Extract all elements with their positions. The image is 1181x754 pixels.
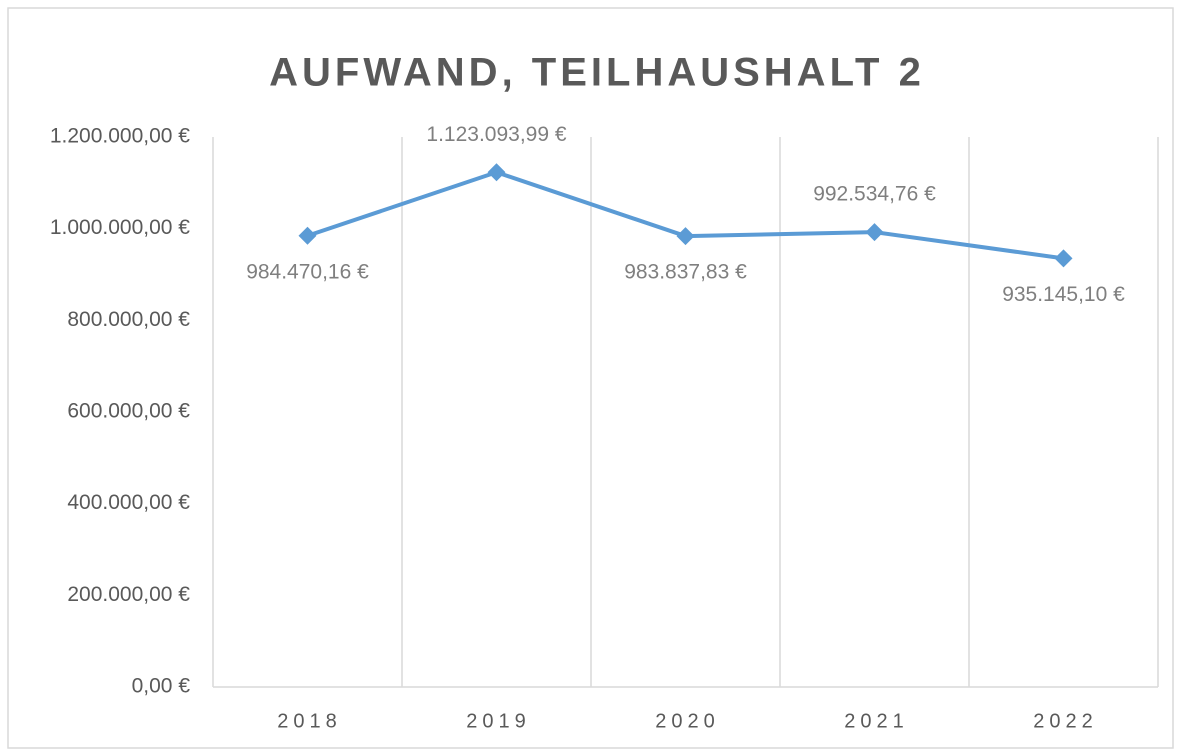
marker — [676, 227, 695, 246]
y-tick-label: 400.000,00 € — [67, 491, 190, 514]
marker — [865, 223, 884, 242]
x-tick-label: 2021 — [844, 710, 909, 732]
chart-title: AUFWAND, TEILHAUSHALT 2 — [269, 51, 925, 95]
data-label: 935.145,10 € — [1002, 283, 1125, 306]
y-tick-label: 1.000.000,00 € — [50, 216, 190, 239]
data-label: 992.534,76 € — [813, 183, 936, 206]
data-label: 983.837,83 € — [624, 261, 747, 284]
marker — [1054, 249, 1073, 268]
x-tick-label: 2020 — [655, 710, 720, 732]
y-tick-label: 800.000,00 € — [67, 308, 190, 331]
y-tick-label: 1.200.000,00 € — [50, 125, 190, 148]
marker — [487, 163, 506, 182]
y-tick-label: 200.000,00 € — [67, 583, 190, 606]
data-label: 984.470,16 € — [246, 260, 369, 283]
x-tick-label: 2018 — [277, 710, 342, 732]
y-tick-label: 600.000,00 € — [67, 400, 190, 423]
marker — [298, 226, 317, 245]
data-label: 1.123.093,99 € — [426, 123, 566, 146]
x-tick-label: 2022 — [1033, 710, 1098, 732]
x-tick-label: 2019 — [466, 710, 531, 732]
y-tick-label: 0,00 € — [132, 675, 191, 698]
